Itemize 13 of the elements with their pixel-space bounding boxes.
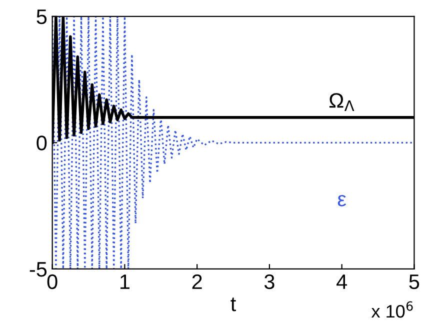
x-axis-title: t bbox=[230, 298, 236, 312]
x-tick-label: 1 bbox=[120, 274, 130, 289]
x-tick-label: 5 bbox=[409, 274, 420, 290]
x-tick-label: 3 bbox=[264, 274, 274, 290]
series-label: Ω$_{Λ}$ bbox=[329, 93, 354, 112]
x-tick-label: 2 bbox=[192, 274, 202, 289]
text: x 10$^{6}$ bbox=[371, 301, 413, 318]
y-tick-label: 0 bbox=[36, 136, 47, 150]
y-tick-label: -5 bbox=[30, 262, 47, 277]
text: ε bbox=[338, 194, 346, 206]
x-tick-label: 4 bbox=[336, 274, 348, 289]
x-tick-label: 0 bbox=[47, 274, 58, 290]
y-tick-label: 5 bbox=[36, 10, 47, 24]
